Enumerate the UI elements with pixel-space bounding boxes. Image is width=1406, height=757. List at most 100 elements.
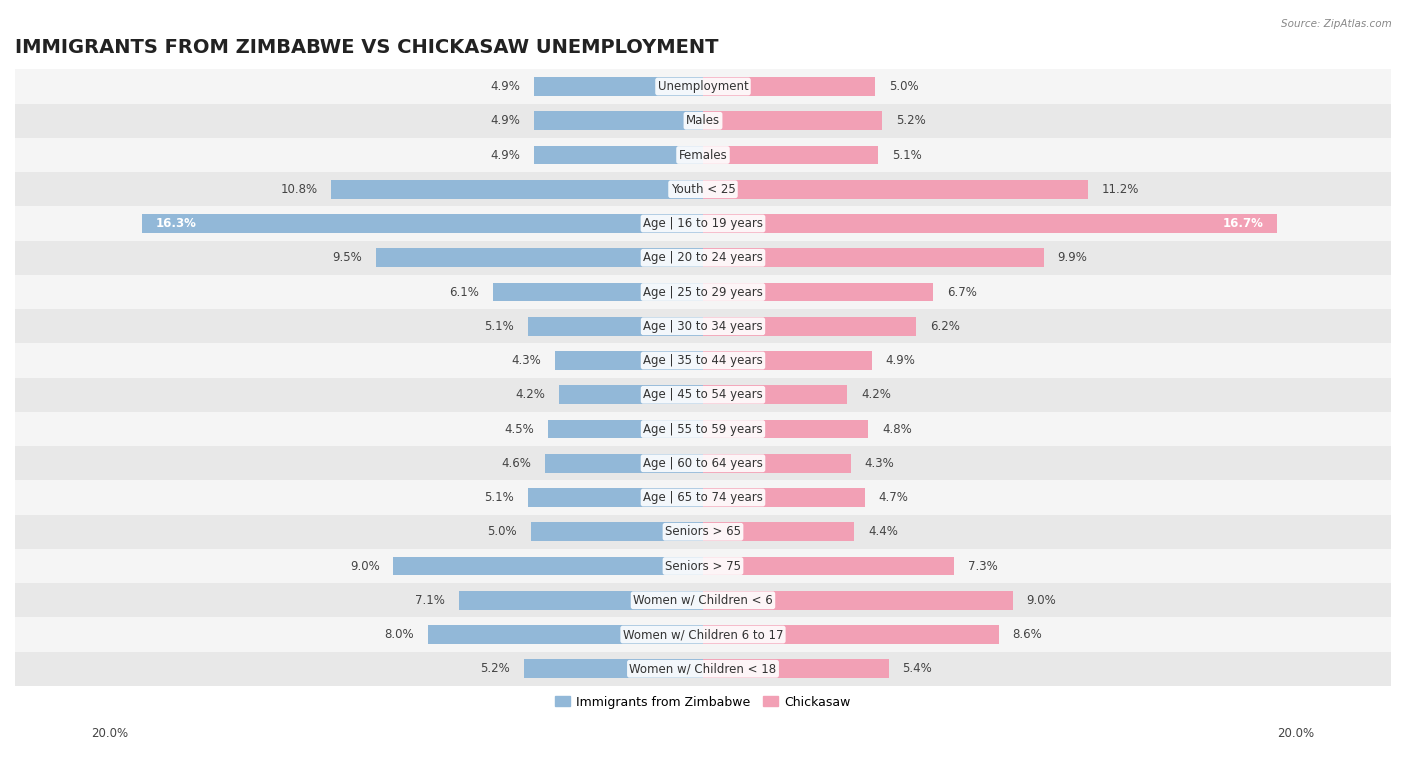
Text: 5.1%: 5.1% [893, 148, 922, 161]
Bar [15, 549, 1391, 583]
Bar [703, 77, 875, 96]
Text: 16.3%: 16.3% [156, 217, 197, 230]
Text: Age | 25 to 29 years: Age | 25 to 29 years [643, 285, 763, 298]
Bar [703, 317, 917, 335]
Bar [703, 214, 1278, 233]
Bar [15, 515, 1391, 549]
Bar [15, 172, 1391, 207]
Text: 5.4%: 5.4% [903, 662, 932, 675]
Bar [427, 625, 703, 644]
Text: Age | 35 to 44 years: Age | 35 to 44 years [643, 354, 763, 367]
Bar [15, 618, 1391, 652]
Bar [548, 419, 703, 438]
Text: 16.7%: 16.7% [1223, 217, 1264, 230]
Bar [703, 625, 998, 644]
Bar [703, 488, 865, 507]
Text: Women w/ Children 6 to 17: Women w/ Children 6 to 17 [623, 628, 783, 641]
Text: 4.8%: 4.8% [882, 422, 911, 435]
Bar [555, 351, 703, 370]
Text: Age | 60 to 64 years: Age | 60 to 64 years [643, 456, 763, 470]
Text: Unemployment: Unemployment [658, 80, 748, 93]
Text: 6.1%: 6.1% [450, 285, 479, 298]
Bar [142, 214, 703, 233]
Bar [703, 556, 955, 575]
Text: 9.0%: 9.0% [350, 559, 380, 572]
Text: 5.1%: 5.1% [484, 491, 513, 504]
Text: Age | 55 to 59 years: Age | 55 to 59 years [643, 422, 763, 435]
Bar [377, 248, 703, 267]
Bar [703, 385, 848, 404]
Bar [15, 275, 1391, 309]
Text: Age | 30 to 34 years: Age | 30 to 34 years [643, 319, 763, 333]
Text: 5.0%: 5.0% [488, 525, 517, 538]
Text: 9.9%: 9.9% [1057, 251, 1087, 264]
Text: 4.2%: 4.2% [515, 388, 544, 401]
Text: 4.9%: 4.9% [491, 80, 520, 93]
Text: 6.7%: 6.7% [948, 285, 977, 298]
Bar [15, 412, 1391, 446]
Bar [458, 591, 703, 609]
Text: Age | 65 to 74 years: Age | 65 to 74 years [643, 491, 763, 504]
Text: 4.2%: 4.2% [862, 388, 891, 401]
Bar [703, 419, 868, 438]
Text: 5.2%: 5.2% [481, 662, 510, 675]
Bar [558, 385, 703, 404]
Bar [15, 138, 1391, 172]
Text: 4.3%: 4.3% [512, 354, 541, 367]
Text: IMMIGRANTS FROM ZIMBABWE VS CHICKASAW UNEMPLOYMENT: IMMIGRANTS FROM ZIMBABWE VS CHICKASAW UN… [15, 38, 718, 57]
Text: 8.0%: 8.0% [384, 628, 413, 641]
Text: Seniors > 65: Seniors > 65 [665, 525, 741, 538]
Bar [544, 454, 703, 472]
Text: 4.6%: 4.6% [501, 456, 531, 470]
Bar [527, 317, 703, 335]
Bar [15, 70, 1391, 104]
Bar [15, 481, 1391, 515]
Text: Youth < 25: Youth < 25 [671, 182, 735, 196]
Text: 4.5%: 4.5% [505, 422, 534, 435]
Text: 6.2%: 6.2% [929, 319, 960, 333]
Bar [703, 522, 855, 541]
Text: Women w/ Children < 18: Women w/ Children < 18 [630, 662, 776, 675]
Bar [703, 145, 879, 164]
Bar [534, 111, 703, 130]
Bar [15, 207, 1391, 241]
Text: 20.0%: 20.0% [1278, 727, 1315, 740]
Bar [703, 180, 1088, 198]
Bar [15, 583, 1391, 618]
Bar [703, 248, 1043, 267]
Text: 5.1%: 5.1% [484, 319, 513, 333]
Bar [15, 344, 1391, 378]
Text: 4.9%: 4.9% [491, 148, 520, 161]
Text: 9.0%: 9.0% [1026, 593, 1056, 607]
Bar [703, 659, 889, 678]
Text: Age | 16 to 19 years: Age | 16 to 19 years [643, 217, 763, 230]
Text: 4.4%: 4.4% [868, 525, 898, 538]
Bar [15, 652, 1391, 686]
Bar [494, 282, 703, 301]
Text: 4.9%: 4.9% [491, 114, 520, 127]
Text: Males: Males [686, 114, 720, 127]
Legend: Immigrants from Zimbabwe, Chickasaw: Immigrants from Zimbabwe, Chickasaw [550, 690, 856, 714]
Bar [524, 659, 703, 678]
Bar [703, 351, 872, 370]
Text: 7.3%: 7.3% [967, 559, 998, 572]
Bar [394, 556, 703, 575]
Bar [531, 522, 703, 541]
Bar [703, 282, 934, 301]
Bar [15, 241, 1391, 275]
Text: 5.0%: 5.0% [889, 80, 918, 93]
Text: Age | 20 to 24 years: Age | 20 to 24 years [643, 251, 763, 264]
Text: 4.3%: 4.3% [865, 456, 894, 470]
Bar [15, 378, 1391, 412]
Bar [534, 77, 703, 96]
Bar [703, 454, 851, 472]
Bar [703, 591, 1012, 609]
Bar [15, 309, 1391, 344]
Bar [703, 111, 882, 130]
Text: 4.7%: 4.7% [879, 491, 908, 504]
Text: Source: ZipAtlas.com: Source: ZipAtlas.com [1281, 19, 1392, 29]
Bar [332, 180, 703, 198]
Text: Females: Females [679, 148, 727, 161]
Text: 10.8%: 10.8% [281, 182, 318, 196]
Bar [15, 104, 1391, 138]
